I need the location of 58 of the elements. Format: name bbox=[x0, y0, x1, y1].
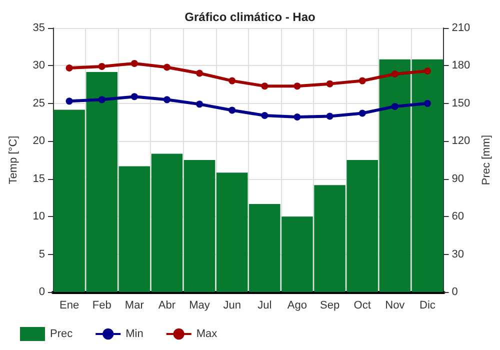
y-tick-label: 5 bbox=[38, 248, 45, 260]
point bbox=[391, 70, 398, 78]
point bbox=[196, 100, 204, 108]
x-tick-label: Jul bbox=[258, 300, 272, 312]
y2-tick-label: 30 bbox=[452, 248, 464, 260]
point bbox=[424, 67, 431, 74]
point bbox=[98, 96, 106, 104]
x-tick-label: Ene bbox=[59, 300, 80, 312]
legend-label: Prec bbox=[50, 328, 74, 340]
y-tick-label: 20 bbox=[32, 135, 45, 148]
point bbox=[326, 112, 334, 120]
y2-axis-title: Prec [mm] bbox=[480, 134, 492, 186]
point bbox=[66, 98, 73, 105]
point bbox=[424, 100, 431, 107]
x-tick-label: Dic bbox=[420, 300, 436, 312]
point bbox=[66, 64, 73, 72]
point bbox=[130, 60, 138, 67]
x-tick-label: Nov bbox=[385, 300, 406, 312]
point bbox=[294, 114, 301, 121]
point bbox=[391, 102, 398, 110]
y2-tick-label: 180 bbox=[452, 60, 470, 72]
x-tick-label: Mar bbox=[124, 300, 144, 312]
chart-title: Gráfico climático - Hao bbox=[184, 10, 316, 24]
point bbox=[326, 80, 334, 88]
y-axis-title: Temp [°C] bbox=[8, 136, 20, 184]
point bbox=[228, 106, 236, 114]
point bbox=[294, 82, 301, 90]
y-tick-label: 35 bbox=[32, 22, 45, 34]
y-tick-label: 25 bbox=[32, 97, 45, 110]
legend-label: Max bbox=[196, 328, 218, 340]
x-tick-label: Feb bbox=[92, 300, 112, 312]
y2-tick-label: 0 bbox=[452, 286, 458, 298]
x-tick-label: Jun bbox=[223, 300, 241, 312]
x-tick-label: Sep bbox=[320, 300, 340, 312]
x-tick-label: May bbox=[189, 300, 210, 312]
point bbox=[261, 112, 268, 119]
point bbox=[228, 77, 236, 84]
y2-tick-label: 90 bbox=[452, 172, 464, 185]
point bbox=[98, 62, 106, 70]
point bbox=[358, 110, 366, 117]
x-tick-label: Ago bbox=[287, 300, 308, 312]
y-tick-label: 10 bbox=[32, 210, 45, 223]
y2-tick-label: 60 bbox=[452, 210, 464, 223]
x-tick-label: Oct bbox=[354, 300, 371, 312]
y2-tick-label: 210 bbox=[452, 22, 470, 34]
point bbox=[196, 70, 204, 77]
point bbox=[163, 96, 170, 104]
legend-label: Min bbox=[126, 328, 144, 340]
x-tick-label: Abr bbox=[158, 300, 176, 312]
point bbox=[130, 93, 138, 100]
point bbox=[163, 64, 170, 71]
y-tick-label: 15 bbox=[32, 172, 45, 185]
point bbox=[358, 77, 366, 84]
point bbox=[261, 82, 268, 90]
y2-tick-label: 120 bbox=[452, 135, 470, 148]
y-tick-label: 30 bbox=[32, 60, 45, 72]
y-tick-label: 0 bbox=[38, 286, 45, 298]
y2-tick-label: 150 bbox=[452, 97, 470, 110]
